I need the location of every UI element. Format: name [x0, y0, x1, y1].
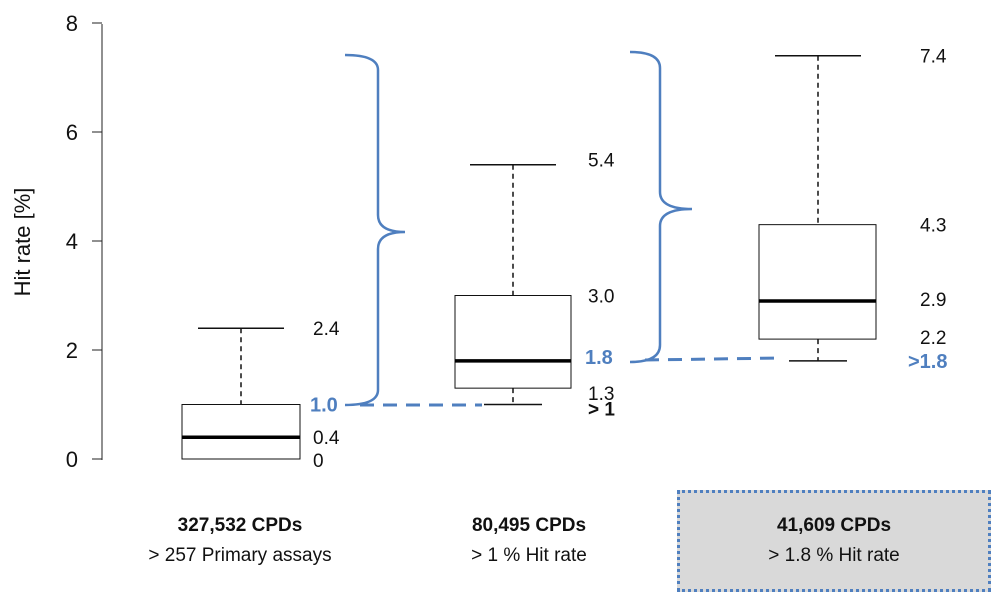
- group-count: 327,532 CPDs: [177, 515, 303, 536]
- box-group-3: [758, 54, 877, 362]
- brace-group2-to-group3: [629, 50, 693, 364]
- iqr-box: [181, 404, 301, 460]
- brace-group1-to-group2: [344, 53, 406, 407]
- value-label-whisker_high: 2.4: [313, 319, 340, 340]
- value-label-q1: 1.3: [588, 384, 614, 405]
- value-label-whisker_low: >1.8: [908, 351, 947, 373]
- value-label-q3: 4.3: [920, 216, 946, 237]
- value-label-median: 0.4: [313, 428, 340, 449]
- value-label-q1: 2.2: [920, 328, 946, 349]
- value-label-whisker_high: 7.4: [920, 47, 947, 68]
- iqr-box: [454, 295, 572, 389]
- group-count: 41,609 CPDs: [776, 515, 892, 536]
- group-count: 80,495 CPDs: [471, 515, 587, 536]
- value-label-whisker_low: > 1: [588, 400, 615, 421]
- group-description: > 1 % Hit rate: [471, 545, 587, 566]
- threshold-connector-2: [644, 356, 782, 362]
- group-caption-3-highlighted: 41,609 CPDs > 1.8 % Hit rate: [677, 490, 991, 592]
- y-axis-ticks: 0 2 4 6 8: [66, 11, 102, 472]
- group-caption-1: 327,532 CPDs > 257 Primary assays: [105, 511, 375, 571]
- value-label-q1: 0: [313, 451, 324, 472]
- y-tick-label: 6: [66, 120, 78, 145]
- y-tick-label: 0: [66, 447, 78, 472]
- value-label-median: 1.8: [585, 347, 613, 369]
- y-axis-label: Hit rate [%]: [10, 188, 35, 297]
- box-group-1: [181, 327, 301, 460]
- value-label-q3: 3.0: [588, 287, 614, 308]
- group-description: > 257 Primary assays: [148, 545, 332, 566]
- box-group-2: [454, 163, 572, 406]
- group-description: > 1.8 % Hit rate: [768, 545, 900, 566]
- y-tick-label: 8: [66, 11, 78, 36]
- y-tick-label: 4: [66, 229, 78, 254]
- value-label-whisker_high: 5.4: [588, 151, 615, 172]
- group-caption-2: 80,495 CPDs > 1 % Hit rate: [394, 511, 664, 571]
- value-label-median: 2.9: [920, 290, 946, 311]
- value-labels: 2.4 0.40 1.0 5.4 3.0 1.8 1.3> 1 7.4 4.3 2.9 2.2>1.…: [310, 47, 947, 472]
- boxes-layer: [181, 54, 877, 460]
- iqr-box: [758, 224, 877, 340]
- value-label-q3: 1.0: [310, 395, 338, 417]
- y-tick-label: 2: [66, 338, 78, 363]
